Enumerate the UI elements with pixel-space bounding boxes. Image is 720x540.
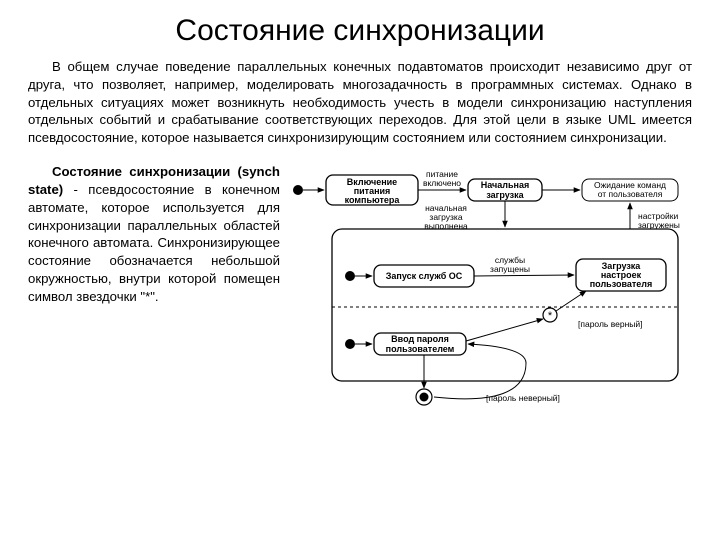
svg-text:Начальная: Начальная — [481, 180, 529, 190]
svg-text:загружены: загружены — [638, 220, 680, 230]
svg-text:[пароль неверный]: [пароль неверный] — [486, 393, 560, 403]
svg-text:от пользователя: от пользователя — [598, 189, 663, 199]
svg-text:компьютера: компьютера — [345, 195, 401, 205]
svg-text:включено: включено — [423, 178, 461, 188]
svg-text:запущены: запущены — [490, 264, 530, 274]
svg-text:пользователя: пользователя — [590, 279, 653, 289]
state-diagram: Включение питания компьютера питание вкл… — [286, 163, 692, 411]
svg-text:загрузка: загрузка — [486, 190, 524, 200]
svg-text:*: * — [548, 310, 553, 322]
svg-text:Ввод пароля: Ввод пароля — [391, 334, 449, 344]
definition-text: - псевдосостояние в конечном автомате, к… — [28, 182, 280, 304]
definition-block: Состояние синхронизации (synch state) - … — [28, 163, 280, 411]
page-title: Состояние синхронизации — [28, 14, 692, 48]
svg-text:Запуск служб ОС: Запуск служб ОС — [386, 271, 463, 281]
lower-section: Состояние синхронизации (synch state) - … — [28, 163, 692, 411]
svg-text:[пароль верный]: [пароль верный] — [578, 319, 643, 329]
svg-text:пользователем: пользователем — [386, 344, 455, 354]
main-paragraph: В общем случае поведение параллельных ко… — [28, 58, 692, 147]
